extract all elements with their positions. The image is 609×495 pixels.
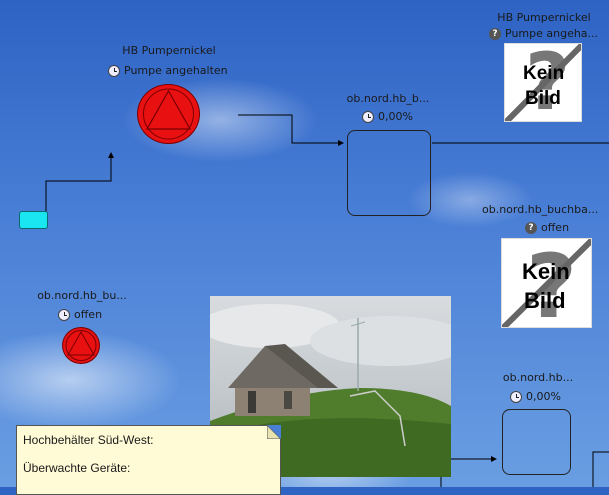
warning-triangle-icon	[65, 330, 97, 361]
question-icon: ?	[525, 221, 537, 234]
pump-main-status: Pumpe angehalten	[108, 64, 228, 77]
pump-top-right-status-text: Pumpe angeha...	[505, 27, 599, 40]
warning-triangle-icon	[143, 88, 194, 140]
tank-bottom-value: 0,00%	[526, 390, 561, 403]
valve-right-status: ? offen	[525, 221, 569, 234]
pump-top-right-status: ? Pumpe angeha...	[489, 27, 598, 40]
valve-left-status: offen	[58, 308, 102, 321]
tank-bottom-status: 0,00%	[510, 390, 561, 403]
valve-left-symbol[interactable]	[62, 327, 100, 364]
note-fold-corner	[267, 425, 281, 439]
strike-line	[502, 239, 591, 327]
tank-bottom-level[interactable]	[502, 409, 571, 475]
clock-icon	[510, 390, 522, 403]
valve-left-status-text: offen	[74, 308, 103, 321]
line-pump-to-tank	[238, 114, 344, 146]
clock-icon	[58, 308, 70, 321]
pump-top-right-image[interactable]: ? Kein Bild	[504, 43, 582, 122]
tank-top-title: ob.nord.hb_b...	[346, 92, 430, 105]
image-placeholder-line2: Bild	[524, 288, 566, 313]
line-right-edge	[592, 451, 609, 487]
image-placeholder-line1: Kein	[523, 63, 565, 84]
pump-main-symbol[interactable]	[137, 84, 200, 144]
valve-right-image[interactable]: ? Kein Bild	[501, 238, 592, 328]
valve-left-title: ob.nord.hb_bu...	[37, 289, 127, 302]
valve-right-title: ob.nord.hb_buchba...	[482, 203, 599, 216]
start-button[interactable]	[19, 211, 48, 229]
tank-bottom-title: ob.nord.hb...	[502, 371, 574, 384]
tank-top-value: 0,00%	[378, 110, 413, 123]
clock-icon	[362, 110, 374, 123]
strike-line	[505, 44, 581, 121]
note-line1: Hochbehälter Süd-West:	[23, 433, 154, 447]
note-line2: Überwachte Geräte:	[23, 461, 131, 475]
tank-top-level[interactable]	[347, 130, 431, 216]
image-placeholder-line2: Bild	[525, 88, 561, 109]
pump-main-status-text: Pumpe angehalten	[124, 64, 228, 77]
clock-icon	[108, 64, 120, 77]
question-icon: ?	[489, 27, 501, 40]
valve-right-status-text: offen	[541, 221, 570, 234]
tank-top-status: 0,00%	[362, 110, 413, 123]
info-note: Hochbehälter Süd-West: Überwachte Geräte…	[16, 425, 281, 495]
pump-top-right-title: HB Pumpernickel	[497, 11, 591, 24]
line-button-to-pump	[45, 152, 114, 212]
image-placeholder-line1: Kein	[522, 259, 570, 284]
pump-main-title: HB Pumpernickel	[122, 44, 216, 57]
